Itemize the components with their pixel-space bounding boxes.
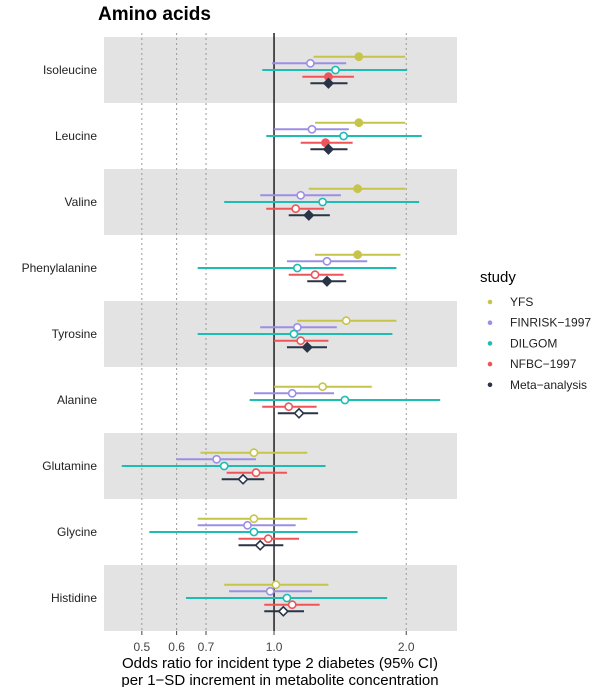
x-tick-label: 1.0 (266, 640, 283, 654)
row-label: Glycine (57, 525, 97, 539)
x-axis-title-line1: Odds ratio for incident type 2 diabetes … (122, 655, 438, 672)
point-estimate (287, 600, 297, 610)
point-estimate (263, 534, 273, 544)
x-axis-title-line2: per 1−SD increment in metabolite concent… (121, 672, 438, 687)
point-estimate (284, 402, 294, 412)
point-estimate (265, 586, 275, 596)
point-estimate (353, 250, 363, 260)
point-estimate (289, 329, 299, 339)
legend-key (487, 382, 493, 388)
row-label: Alanine (57, 393, 97, 407)
point-estimate (322, 143, 335, 155)
x-tick-label: 0.5 (134, 640, 151, 654)
point-estimate (321, 138, 330, 148)
point-estimate (318, 382, 328, 392)
point-estimate (339, 131, 348, 141)
row-label: Glutamine (42, 459, 97, 473)
row-label: Phenylalanine (22, 261, 98, 275)
legend: study YFS FINRISK−1997 DILGOM NFBC−1997 Meta… (480, 269, 591, 392)
x-tick-label: 2.0 (398, 640, 415, 654)
point-estimate (212, 454, 222, 464)
point-estimate (318, 197, 328, 207)
point-estimate (301, 341, 313, 353)
point-estimate (292, 263, 302, 273)
point-estimate (277, 605, 289, 617)
point-estimate (271, 580, 281, 590)
point-estimate (322, 256, 332, 266)
point-estimate (340, 395, 350, 405)
row-label: Histidine (51, 591, 97, 605)
row-label: Tyrosine (52, 327, 98, 341)
row-label: Isoleucine (43, 63, 97, 77)
point-estimate (303, 209, 315, 221)
legend-label: FINRISK−1997 (510, 316, 591, 330)
row-label: Valine (65, 195, 98, 209)
legend-title: study (480, 269, 516, 286)
point-estimate (249, 527, 259, 537)
legend-label: YFS (510, 295, 533, 309)
point-estimate (291, 204, 301, 214)
point-estimate (296, 336, 306, 346)
point-estimate (287, 388, 297, 398)
point-estimate (354, 52, 364, 62)
point-estimate (249, 448, 259, 458)
legend-key (487, 320, 493, 326)
point-estimate (321, 275, 333, 287)
point-estimate (251, 468, 261, 478)
point-estimate (310, 270, 320, 280)
legend-key (487, 299, 493, 305)
point-estimate (341, 316, 351, 326)
legend-key (487, 341, 493, 346)
point-estimate (293, 407, 305, 419)
legend-label: Meta−analysis (510, 378, 587, 392)
point-estimate (219, 461, 229, 471)
legend-label: NFBC−1997 (510, 357, 577, 371)
point-estimate (237, 473, 249, 485)
chart-title: Amino acids (98, 4, 211, 25)
x-tick-label: 0.7 (198, 640, 215, 654)
point-estimate (296, 190, 306, 200)
point-estimate (331, 65, 340, 75)
point-estimate (305, 58, 315, 68)
point-estimate (353, 184, 363, 194)
x-tick-label: 0.6 (168, 640, 185, 654)
point-estimate (282, 593, 292, 603)
point-estimate (307, 124, 317, 134)
point-estimate (292, 322, 302, 332)
legend-key (487, 361, 493, 367)
point-estimate (254, 539, 266, 551)
legend-label: DILGOM (510, 336, 557, 350)
point-estimate (354, 118, 364, 128)
point-estimate (322, 77, 335, 89)
point-estimate (243, 520, 252, 530)
row-label: Leucine (55, 129, 97, 143)
point-estimate (249, 514, 259, 524)
